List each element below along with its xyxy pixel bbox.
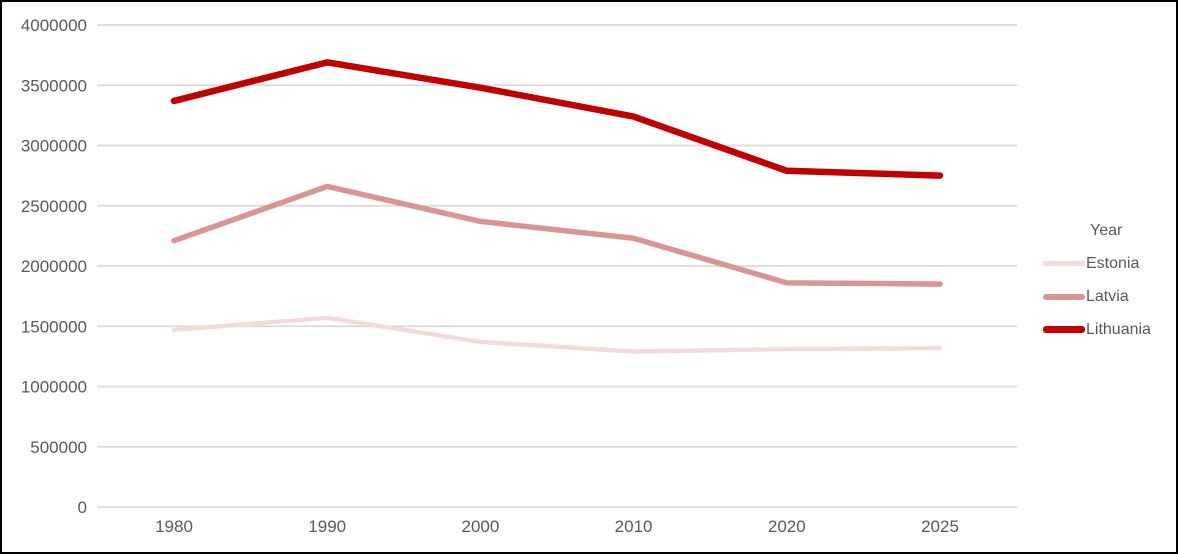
legend-line-swatch	[1043, 293, 1085, 300]
x-tick-label: 1990	[308, 517, 346, 536]
legend-item-lithuania: Lithuania	[1043, 313, 1151, 346]
y-tick-label: 1000000	[21, 378, 87, 397]
y-tick-label: 3000000	[21, 137, 87, 156]
legend: Year Estonia Latvia Lithuania	[1043, 214, 1151, 346]
legend-line-swatch	[1043, 261, 1085, 266]
y-tick-label: 2500000	[21, 197, 87, 216]
y-tick-label: 500000	[30, 438, 87, 457]
series-line-lithuania	[170, 59, 944, 179]
legend-line-swatch	[1043, 326, 1085, 333]
legend-item-label: Lithuania	[1086, 320, 1151, 338]
legend-title: Year	[1090, 222, 1123, 239]
y-tick-label: 4000000	[21, 16, 87, 35]
series-line-estonia	[171, 315, 943, 354]
x-tick-label: 2020	[768, 517, 806, 536]
legend-item-label: Estonia	[1086, 254, 1140, 272]
y-tick-label: 3500000	[21, 76, 87, 95]
series-line-latvia	[171, 183, 943, 287]
y-tick-label: 1500000	[21, 317, 87, 336]
x-tick-label: 2000	[461, 517, 499, 536]
legend-items: Estonia Latvia Lithuania	[1043, 247, 1151, 346]
x-tick-label: 2025	[921, 517, 959, 536]
x-tick-label: 2010	[615, 517, 653, 536]
legend-item-latvia: Latvia	[1043, 280, 1151, 313]
y-tick-label: 2000000	[21, 257, 87, 276]
y-tick-label: 0	[78, 498, 87, 517]
legend-item-estonia: Estonia	[1043, 247, 1151, 280]
legend-item-label: Latvia	[1086, 287, 1129, 305]
x-tick-label: 1980	[155, 517, 193, 536]
